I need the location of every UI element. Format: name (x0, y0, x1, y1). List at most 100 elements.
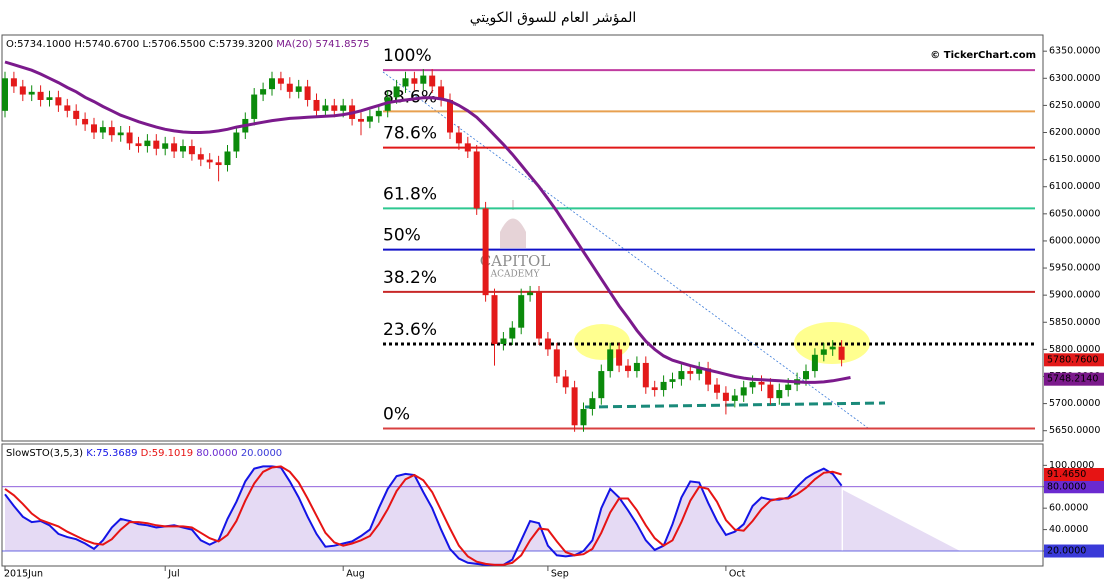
candle-body (553, 349, 560, 377)
candle-body (429, 75, 436, 87)
price-panel (1, 34, 1044, 442)
candle-body (678, 371, 685, 380)
candle-body (224, 151, 231, 166)
price-tag-label: 5748.2140 (1047, 374, 1098, 385)
candle-body (375, 110, 382, 117)
logo-text: CAPITOL (480, 252, 551, 270)
ma-header: MA(20) 5741.8575 (276, 39, 369, 50)
candle-body (277, 78, 284, 84)
candle-body (722, 392, 729, 401)
moving-average (4, 60, 851, 384)
stochastic-line (4, 465, 843, 566)
stochastic-header: SlowSTO(3,5,3) K:75.3689 D:59.1019 80.00… (6, 448, 282, 459)
candle-body (206, 159, 213, 163)
candle-body (144, 140, 151, 147)
candle-body (625, 365, 631, 372)
x-tick-label: Aug (346, 569, 365, 580)
highlight (794, 322, 870, 364)
candle-body (820, 349, 827, 355)
candle-body (749, 381, 756, 388)
fib-label: 61.8% (383, 184, 437, 204)
candle-body (562, 376, 569, 388)
candle-body (785, 384, 792, 391)
candle-body (99, 127, 106, 133)
candle-body (616, 349, 623, 366)
candle-body (411, 78, 418, 84)
fib-label: 50% (383, 226, 421, 246)
y-tick-label: 6350.0000 (1049, 46, 1100, 57)
price-tag-label: 91.4650 (1047, 469, 1086, 480)
candle-body (55, 97, 62, 106)
candle-body (19, 86, 26, 95)
candle-body (455, 132, 462, 144)
candle-body (340, 105, 347, 111)
candle-body (358, 118, 364, 122)
candle-body (527, 292, 534, 296)
candle-body (740, 387, 747, 396)
candle-body (464, 143, 471, 152)
logo-text: ACADEMY (490, 270, 541, 280)
candle-body (73, 110, 80, 119)
y-tick-label: 5950.0000 (1049, 263, 1100, 274)
x-tick-label: Jul (167, 569, 179, 580)
candle-body (331, 105, 338, 111)
candle-body (126, 132, 133, 144)
candle-body (633, 362, 640, 372)
candle-body (304, 86, 311, 100)
candle-body (91, 124, 97, 133)
candle-body (135, 143, 142, 147)
support-line (584, 401, 886, 409)
candle-body (776, 390, 783, 399)
y-tick-label: 5800.0000 (1049, 344, 1100, 355)
candle-body (500, 338, 507, 344)
price-tag-label: 20.0000 (1047, 546, 1086, 557)
y-tick-label: 6200.0000 (1049, 127, 1100, 138)
candle-body (731, 395, 738, 401)
fib-label: 100% (383, 46, 432, 66)
candle-body (162, 143, 169, 149)
credit: © TickerChart.com (930, 50, 1036, 61)
candle-body (536, 292, 542, 339)
candle-body (28, 91, 35, 95)
candle-body (544, 338, 551, 350)
candle-body (322, 105, 329, 111)
price-tag-label: 80.0000 (1047, 481, 1086, 492)
candle-body (803, 371, 809, 380)
candle-body (197, 154, 204, 160)
logo-dome (500, 218, 526, 248)
y-tick-label: 6050.0000 (1049, 208, 1100, 219)
candle-body (438, 86, 445, 100)
candle-body (705, 368, 712, 385)
y-tick-label: 6000.0000 (1049, 235, 1100, 246)
price-tag (1044, 480, 1104, 494)
candle-body (447, 99, 453, 133)
ohlc-header: O:5734.1000 H:5740.6700 L:5706.5500 C:57… (6, 39, 273, 50)
price-tag (1044, 353, 1104, 367)
candle-body (393, 86, 400, 98)
price-header: O:5734.1000 H:5740.6700 L:5706.5500 C:57… (6, 39, 370, 50)
candle-body (473, 151, 480, 209)
y-tick-label: 5900.0000 (1049, 290, 1100, 301)
candle-body (64, 105, 71, 111)
candle-body (491, 295, 498, 344)
candle-body (714, 384, 720, 393)
x-tick-label: 2015Jun (4, 569, 43, 580)
fib-label: 38.2% (383, 268, 437, 288)
y-tick-label: 6250.0000 (1049, 100, 1100, 111)
candle-body (188, 146, 195, 155)
stochastic-area (5, 466, 842, 565)
candle-body (180, 146, 186, 152)
candle-body (811, 354, 818, 372)
indicator-name: SlowSTO(3,5,3) (6, 448, 83, 459)
y-tick-label: 5650.0000 (1049, 425, 1100, 436)
level-header: 80.0000 (196, 448, 237, 459)
candle-body (607, 349, 614, 372)
candle-body (758, 381, 765, 385)
y-tick-label: 6100.0000 (1049, 181, 1100, 192)
candle-body (286, 83, 293, 92)
candle-body (2, 78, 8, 111)
stochastic-line (4, 465, 842, 566)
